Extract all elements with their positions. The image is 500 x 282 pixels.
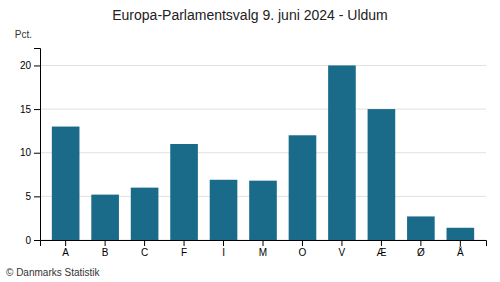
x-tick: I [222, 240, 225, 258]
y-axis-line [34, 49, 41, 241]
x-tick: Å [457, 240, 464, 258]
y-tick-mark [34, 109, 40, 110]
x-tick: O [299, 240, 307, 258]
x-tick: Æ [376, 240, 386, 258]
grid-line [40, 109, 486, 110]
x-tick-mark [144, 240, 145, 246]
y-tick-mark [34, 196, 40, 197]
x-tick: M [259, 240, 267, 258]
x-tick-mark [105, 240, 106, 246]
grid-line [40, 65, 486, 66]
x-tick: Ø [417, 240, 425, 258]
chart: Europa-Parlamentsvalg 9. juni 2024 - Uld… [0, 0, 500, 282]
title: Europa-Parlamentsvalg 9. juni 2024 - Uld… [112, 7, 387, 23]
x-tick-mark [341, 240, 342, 246]
y-tick: 15 [20, 104, 40, 115]
bar [447, 228, 475, 240]
y-axis: 0 5 10 15 20 [20, 49, 41, 246]
y-tick-label: 0 [25, 235, 31, 246]
x-tick: C [141, 240, 148, 258]
x-tick-mark [381, 240, 382, 246]
x-tick: A [62, 240, 69, 258]
bar [328, 65, 356, 240]
y-tick-mark [34, 153, 40, 154]
x-tick-mark [460, 240, 461, 246]
x-tick-mark [223, 240, 224, 246]
x-tick-label: Æ [376, 247, 386, 258]
bar [368, 109, 396, 240]
y-tick: 0 [25, 235, 40, 246]
x-tick: V [339, 240, 346, 258]
x-tick-label: C [141, 247, 148, 258]
x-tick: B [102, 240, 109, 258]
bar [52, 127, 80, 240]
grid [40, 65, 486, 240]
bar [407, 216, 435, 240]
bar [131, 188, 159, 240]
y-tick-label: 20 [20, 60, 32, 71]
x-tick-mark [420, 240, 421, 246]
bars [52, 65, 474, 240]
x-tick-label: M [259, 247, 267, 258]
y-tick: 5 [25, 191, 40, 202]
bar [249, 181, 277, 240]
grid-line [40, 152, 486, 153]
x-tick-label: F [181, 247, 187, 258]
y-tick-label: 15 [20, 104, 32, 115]
x-axis: ABCFIMOVÆØÅ [41, 240, 487, 258]
x-tick-label: Å [457, 246, 464, 258]
x-tick-mark [263, 240, 264, 246]
bar [170, 144, 198, 240]
x-tick-mark [184, 240, 185, 246]
x-tick-label: I [222, 247, 225, 258]
chart-container: Europa-Parlamentsvalg 9. juni 2024 - Uld… [0, 0, 500, 282]
y-tick-mark [34, 65, 40, 66]
x-tick-mark [302, 240, 303, 246]
bar [210, 180, 238, 240]
bar [91, 195, 119, 240]
y-tick: 10 [20, 147, 40, 158]
x-axis-line [41, 241, 487, 247]
x-tick-label: O [299, 247, 307, 258]
y-tick-label: 10 [20, 147, 32, 158]
x-tick-label: Ø [417, 247, 425, 258]
x-tick-label: A [62, 247, 69, 258]
y-tick-mark [34, 240, 40, 241]
x-tick: F [181, 240, 187, 258]
footer: © Danmarks Statistik [6, 267, 101, 278]
y-label: Pct. [15, 29, 32, 40]
plot: 0 5 10 15 20 A B C F I M O V Æ Ø Å [20, 49, 487, 259]
bar [289, 135, 317, 240]
y-tick: 20 [20, 60, 40, 71]
x-tick-label: V [339, 247, 346, 258]
x-tick-label: B [102, 247, 109, 258]
x-tick-mark [65, 240, 66, 246]
y-tick-label: 5 [25, 191, 31, 202]
